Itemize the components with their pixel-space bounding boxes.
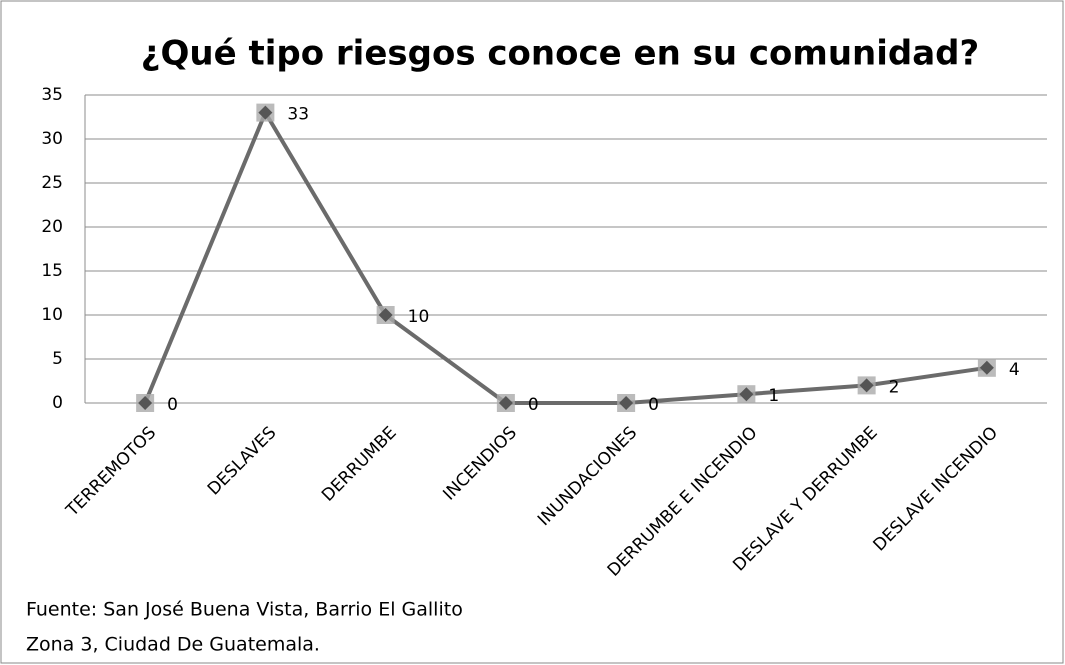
marker xyxy=(378,308,393,322)
marker xyxy=(258,105,273,120)
data-label: 4 xyxy=(1009,360,1020,380)
source-note: Zona 3, Ciudad De Guatemala. xyxy=(26,634,320,656)
y-tick-label: 20 xyxy=(41,217,63,237)
data-label: 0 xyxy=(648,395,659,415)
marker xyxy=(619,396,634,410)
source-note: Fuente: San José Buena Vista, Barrio El … xyxy=(26,599,463,621)
chart-title: ¿Qué tipo riesgos conoce en su comunidad… xyxy=(141,34,980,74)
y-tick-label: 15 xyxy=(41,261,63,281)
y-tick-label: 35 xyxy=(41,85,63,105)
data-label: 2 xyxy=(889,377,900,397)
y-tick-label: 30 xyxy=(41,129,63,149)
data-label: 10 xyxy=(408,307,430,327)
data-label: 0 xyxy=(528,395,539,415)
marker xyxy=(859,378,874,393)
y-tick-label: 5 xyxy=(52,349,63,369)
marker xyxy=(739,387,754,402)
y-tick-label: 10 xyxy=(41,305,63,325)
data-label: 33 xyxy=(287,105,309,125)
data-label: 1 xyxy=(768,386,779,406)
y-tick-label: 0 xyxy=(52,393,63,413)
line xyxy=(143,110,988,405)
data-label: 0 xyxy=(167,395,178,415)
marker xyxy=(979,360,994,375)
marker xyxy=(138,396,153,410)
y-tick-label: 25 xyxy=(41,173,63,193)
marker xyxy=(498,396,513,410)
